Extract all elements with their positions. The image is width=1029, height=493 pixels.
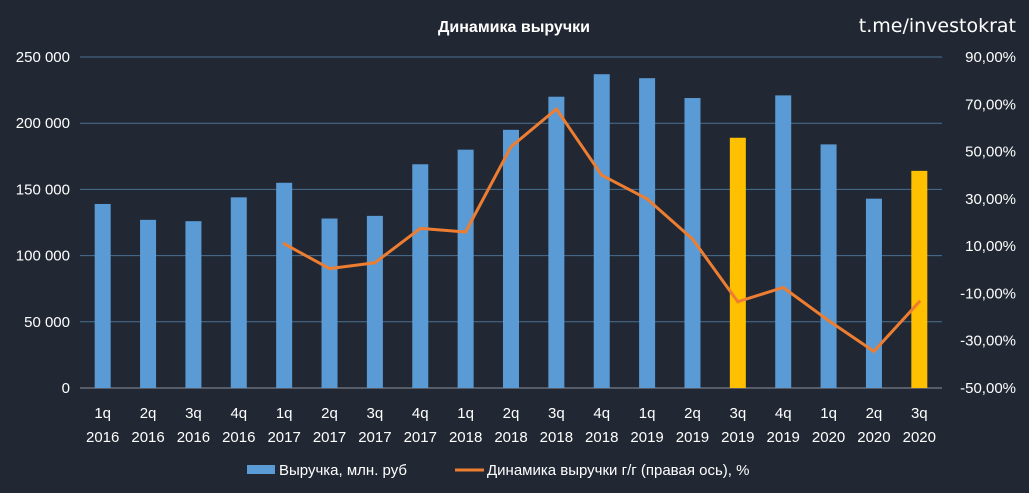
x-tick-year: 2016 — [222, 429, 255, 446]
legend: Выручка, млн. руб Динамика выручки г/г (… — [247, 462, 749, 479]
revenue-bar — [548, 96, 565, 388]
x-tick-quarter: 4q — [230, 405, 247, 422]
x-tick-quarter: 1q — [94, 405, 111, 422]
yoy-point — [736, 300, 740, 304]
right-tick-label: 30,00% — [965, 191, 1016, 208]
x-tick-year: 2018 — [585, 429, 618, 446]
x-tick-year: 2017 — [404, 429, 437, 446]
x-tick-quarter: 3q — [548, 405, 565, 422]
x-tick-quarter: 2q — [140, 405, 157, 422]
chart-title: Динамика выручки — [438, 19, 590, 36]
revenue-bar — [775, 95, 792, 389]
legend-label-yoy: Динамика выручки г/г (правая ось), % — [487, 462, 749, 479]
yoy-point — [917, 300, 921, 304]
revenue-bar — [140, 219, 157, 388]
watermark-text: t.me/investokrat — [859, 15, 1016, 37]
x-tick-year: 2018 — [449, 429, 482, 446]
yoy-line — [282, 107, 921, 353]
left-axis-ticks: 0 50 000 100 000 150 000 200 000 250 000 — [16, 49, 70, 397]
revenue-bar — [457, 149, 474, 388]
yoy-point — [554, 107, 558, 111]
x-tick-year: 2017 — [313, 429, 346, 446]
revenue-bar — [321, 218, 338, 388]
right-tick-label: 50,00% — [965, 144, 1016, 161]
x-tick-quarter: 3q — [367, 405, 384, 422]
yoy-point — [872, 349, 876, 353]
revenue-bar — [366, 215, 383, 388]
revenue-bar — [412, 164, 429, 388]
x-tick-quarter: 1q — [276, 405, 293, 422]
revenue-bar — [593, 74, 610, 388]
x-tick-quarter: 4q — [593, 405, 610, 422]
x-tick-quarter: 3q — [729, 405, 746, 422]
x-tick-quarter: 1q — [639, 405, 656, 422]
x-tick-year: 2018 — [540, 429, 573, 446]
x-tick-quarter: 1q — [820, 405, 837, 422]
x-tick-year: 2018 — [494, 429, 527, 446]
x-axis-ticks: 1q 2016 2q 2016 3q 2016 4q 2016 1q 2017 2q 2017 3q 20… — [86, 405, 936, 446]
yoy-point — [690, 237, 694, 241]
right-tick-label: -30,00% — [960, 333, 1016, 350]
x-tick-year: 2020 — [857, 429, 890, 446]
revenue-bar — [276, 182, 293, 388]
x-tick-year: 2016 — [131, 429, 164, 446]
revenue-bars — [94, 74, 928, 389]
x-tick-year: 2019 — [630, 429, 663, 446]
right-tick-label: 70,00% — [965, 96, 1016, 113]
x-tick-quarter: 3q — [911, 405, 928, 422]
revenue-bar — [820, 144, 837, 388]
revenue-bar — [729, 137, 746, 388]
x-tick-year: 2020 — [903, 429, 936, 446]
revenue-bar — [94, 203, 111, 388]
revenue-bar — [230, 197, 247, 388]
x-tick-quarter: 4q — [412, 405, 429, 422]
yoy-point — [328, 267, 332, 271]
legend-swatch-revenue — [247, 465, 275, 474]
revenue-bar — [639, 78, 656, 389]
right-tick-label: -50,00% — [960, 380, 1016, 397]
left-tick-label: 250 000 — [16, 49, 70, 66]
x-tick-quarter: 1q — [457, 405, 474, 422]
left-tick-label: 0 — [62, 380, 70, 397]
x-tick-year: 2019 — [676, 429, 709, 446]
x-tick-quarter: 2q — [503, 405, 520, 422]
x-tick-year: 2019 — [767, 429, 800, 446]
x-tick-quarter: 4q — [775, 405, 792, 422]
yoy-point — [645, 197, 649, 201]
x-tick-quarter: 2q — [866, 405, 883, 422]
right-axis-ticks: -50,00% -30,00% -10,00% 10,00% 30,00% 50,00% 7… — [960, 49, 1016, 397]
revenue-bar — [865, 198, 882, 388]
yoy-point — [827, 319, 831, 323]
x-tick-quarter: 3q — [185, 405, 202, 422]
right-tick-label: -10,00% — [960, 285, 1016, 302]
x-tick-quarter: 2q — [321, 405, 338, 422]
x-tick-year: 2017 — [267, 429, 300, 446]
legend-label-revenue: Выручка, млн. руб — [279, 462, 407, 479]
x-tick-year: 2019 — [721, 429, 754, 446]
left-tick-label: 50 000 — [24, 314, 70, 331]
x-tick-quarter: 2q — [684, 405, 701, 422]
yoy-point — [464, 230, 468, 234]
yoy-point — [600, 173, 604, 177]
revenue-bar — [503, 129, 519, 388]
revenue-bar — [185, 221, 202, 388]
x-tick-year: 2016 — [86, 429, 119, 446]
right-tick-label: 90,00% — [965, 49, 1016, 66]
right-tick-label: 10,00% — [965, 238, 1016, 255]
yoy-point — [509, 145, 513, 149]
x-tick-year: 2017 — [358, 429, 391, 446]
revenue-bar — [684, 98, 701, 388]
x-tick-year: 2016 — [177, 429, 210, 446]
left-tick-label: 100 000 — [16, 248, 70, 265]
yoy-point — [781, 286, 785, 290]
revenue-bar — [911, 170, 928, 388]
x-tick-year: 2020 — [812, 429, 845, 446]
left-tick-label: 150 000 — [16, 181, 70, 198]
left-tick-label: 200 000 — [16, 115, 70, 132]
yoy-point — [418, 226, 422, 230]
yoy-point — [282, 242, 286, 246]
yoy-point — [373, 261, 377, 265]
